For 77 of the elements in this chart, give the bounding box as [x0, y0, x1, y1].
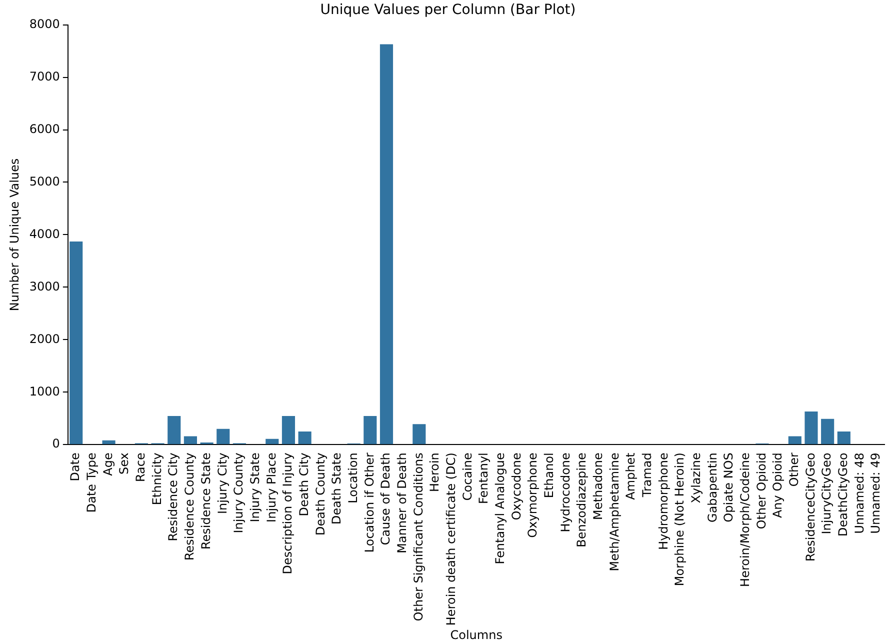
x-tick-label: Fentanyl — [476, 452, 491, 504]
chart-title: Unique Values per Column (Bar Plot) — [320, 2, 576, 18]
x-tick-label: Hydrocodone — [558, 452, 572, 532]
y-tick-label: 2000 — [29, 332, 60, 346]
x-tick-label: Cocaine — [460, 452, 474, 501]
x-tick-label: Injury Place — [264, 452, 278, 522]
x-tick-label: Death State — [330, 452, 344, 524]
y-tick-label: 0 — [52, 436, 60, 451]
y-tick-label: 6000 — [29, 122, 60, 136]
x-tick-label: Manner of Death — [394, 452, 409, 554]
x-tick-label: Cause of Death — [378, 452, 393, 546]
x-tick-label: Race — [134, 452, 148, 482]
x-tick-label: Oxycodone — [509, 452, 524, 520]
x-tick-label: Description of Injury — [280, 452, 295, 574]
bar — [168, 416, 181, 444]
x-tick-label: Other Opioid — [754, 452, 768, 530]
bar — [821, 418, 834, 444]
x-tick-label: Heroin death certificate (DC) — [444, 452, 458, 626]
x-tick-label: Residence County — [182, 452, 197, 561]
x-tick-label: Injury County — [232, 452, 246, 534]
x-tick-label: InjuryCityGeo — [820, 452, 834, 534]
x-tick-label: ResidenceCityGeo — [803, 452, 818, 562]
x-tick-label: Fentanyl Analogue — [492, 452, 507, 564]
x-tick-label: Unnamed: 49 — [868, 452, 883, 534]
x-tick-label: Methadone — [590, 452, 605, 520]
x-tick-label: Sex — [117, 452, 132, 474]
bar — [102, 440, 116, 444]
x-tick-label: Date Type — [84, 452, 99, 513]
x-tick-label: DeathCityGeo — [836, 452, 850, 536]
x-tick-label: Opiate NOS — [722, 452, 736, 522]
bar — [837, 431, 850, 444]
y-tick-label: 1000 — [29, 384, 60, 398]
x-tick-label: Ethnicity — [150, 452, 164, 506]
bar — [804, 412, 818, 444]
bar — [412, 424, 426, 444]
bar — [364, 416, 377, 444]
bar — [184, 436, 197, 444]
bar — [70, 242, 83, 444]
x-tick-label: Injury City — [215, 452, 230, 514]
bar — [282, 416, 296, 444]
bar — [380, 44, 394, 444]
bar — [266, 438, 279, 444]
x-tick-label: Residence State — [198, 452, 213, 550]
y-tick-label: 4000 — [29, 226, 60, 241]
y-tick-label: 8000 — [29, 16, 60, 31]
y-tick-label: 3000 — [29, 279, 60, 294]
x-tick-label: Meth/Amphetamine — [607, 452, 622, 572]
x-tick-label: Date — [68, 452, 82, 482]
x-tick-label: Residence City — [166, 452, 180, 542]
x-tick-label: Any Opioid — [770, 452, 785, 518]
x-tick-label: Ethanol — [542, 452, 556, 498]
x-tick-label: Unnamed: 48 — [852, 452, 866, 534]
x-tick-label: Oxymorphone — [526, 452, 540, 538]
x-tick-label: Morphine (Not Heroin) — [672, 452, 687, 586]
x-tick-label: Benzodiazepine — [574, 452, 589, 548]
x-tick-label: Gabapentin — [705, 452, 720, 522]
x-tick-label: Death County — [313, 452, 328, 536]
x-tick-label: Other Significant Conditions — [411, 452, 426, 622]
x-tick-label: Injury State — [248, 452, 262, 522]
y-tick-label: 5000 — [29, 174, 60, 188]
x-tick-label: Age — [100, 452, 115, 476]
x-tick-label: Death City — [296, 452, 311, 516]
x-tick-label: Amphet — [624, 452, 638, 500]
x-axis-title: Columns — [450, 628, 502, 642]
x-tick-label: Location — [346, 452, 360, 504]
y-axis-title: Number of Unique Values — [7, 158, 22, 312]
bar — [298, 431, 312, 444]
x-tick-label: Heroin — [428, 452, 442, 492]
bar — [788, 436, 802, 444]
x-tick-label: Other — [787, 452, 802, 487]
x-tick-label: Xylazine — [689, 452, 704, 504]
y-tick-label: 7000 — [29, 69, 60, 84]
x-tick-label: Tramad — [640, 452, 654, 498]
x-tick-label: Hydromorphone — [656, 452, 670, 550]
bar — [216, 428, 230, 444]
x-tick-label: Location if Other — [362, 452, 376, 553]
x-tick-label: Heroin/Morph/Codeine — [738, 452, 752, 587]
